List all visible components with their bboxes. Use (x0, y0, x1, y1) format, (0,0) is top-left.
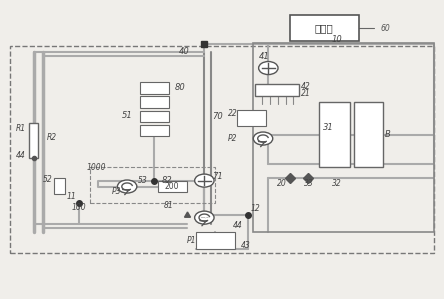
Text: 控制器: 控制器 (315, 23, 334, 33)
Text: R1: R1 (16, 124, 26, 133)
Bar (255, 84, 299, 96)
Bar (238, 109, 266, 126)
Text: 44: 44 (16, 151, 26, 160)
Text: P2: P2 (228, 134, 238, 143)
Bar (195, 232, 235, 249)
Text: 52: 52 (43, 175, 52, 184)
Bar (54, 178, 65, 194)
Bar (158, 181, 187, 193)
Text: 31: 31 (322, 123, 333, 132)
Text: 82: 82 (162, 176, 172, 185)
Text: 41: 41 (258, 52, 270, 61)
Text: 43: 43 (241, 241, 251, 250)
Text: 12: 12 (250, 204, 260, 213)
Text: 100: 100 (71, 203, 86, 212)
Bar (354, 102, 383, 167)
Text: 70: 70 (212, 112, 223, 121)
Text: 11: 11 (67, 192, 77, 202)
Text: 1000: 1000 (87, 163, 106, 172)
Bar (29, 123, 39, 158)
Circle shape (194, 174, 214, 187)
Text: pump_icon: pump_icon (201, 217, 208, 218)
Text: 200: 200 (165, 182, 179, 191)
Text: 20: 20 (277, 179, 287, 188)
Text: 33: 33 (304, 179, 314, 188)
Circle shape (117, 180, 137, 193)
Circle shape (254, 132, 273, 145)
Bar (140, 125, 169, 136)
Bar (140, 111, 169, 122)
Circle shape (194, 211, 214, 224)
Text: 60: 60 (381, 24, 391, 33)
Text: 81: 81 (164, 201, 174, 210)
Text: P1: P1 (186, 236, 196, 245)
Text: R2: R2 (47, 133, 57, 142)
Text: 42: 42 (301, 82, 311, 91)
Text: 53: 53 (138, 176, 147, 185)
Bar (253, 43, 434, 232)
Text: 40: 40 (179, 47, 190, 56)
Text: 80: 80 (174, 83, 186, 92)
Text: 21: 21 (301, 89, 311, 98)
Text: 44: 44 (233, 221, 242, 230)
Bar (290, 15, 359, 41)
Bar (140, 97, 169, 108)
Bar (319, 102, 350, 167)
Text: 32: 32 (332, 179, 341, 188)
Circle shape (258, 62, 278, 74)
Text: B: B (385, 130, 390, 139)
Text: 10: 10 (331, 35, 342, 44)
Text: 71: 71 (212, 172, 223, 181)
Text: P3: P3 (111, 187, 121, 196)
Text: 51: 51 (122, 111, 132, 120)
Text: 22: 22 (228, 109, 238, 118)
Bar (140, 82, 169, 94)
